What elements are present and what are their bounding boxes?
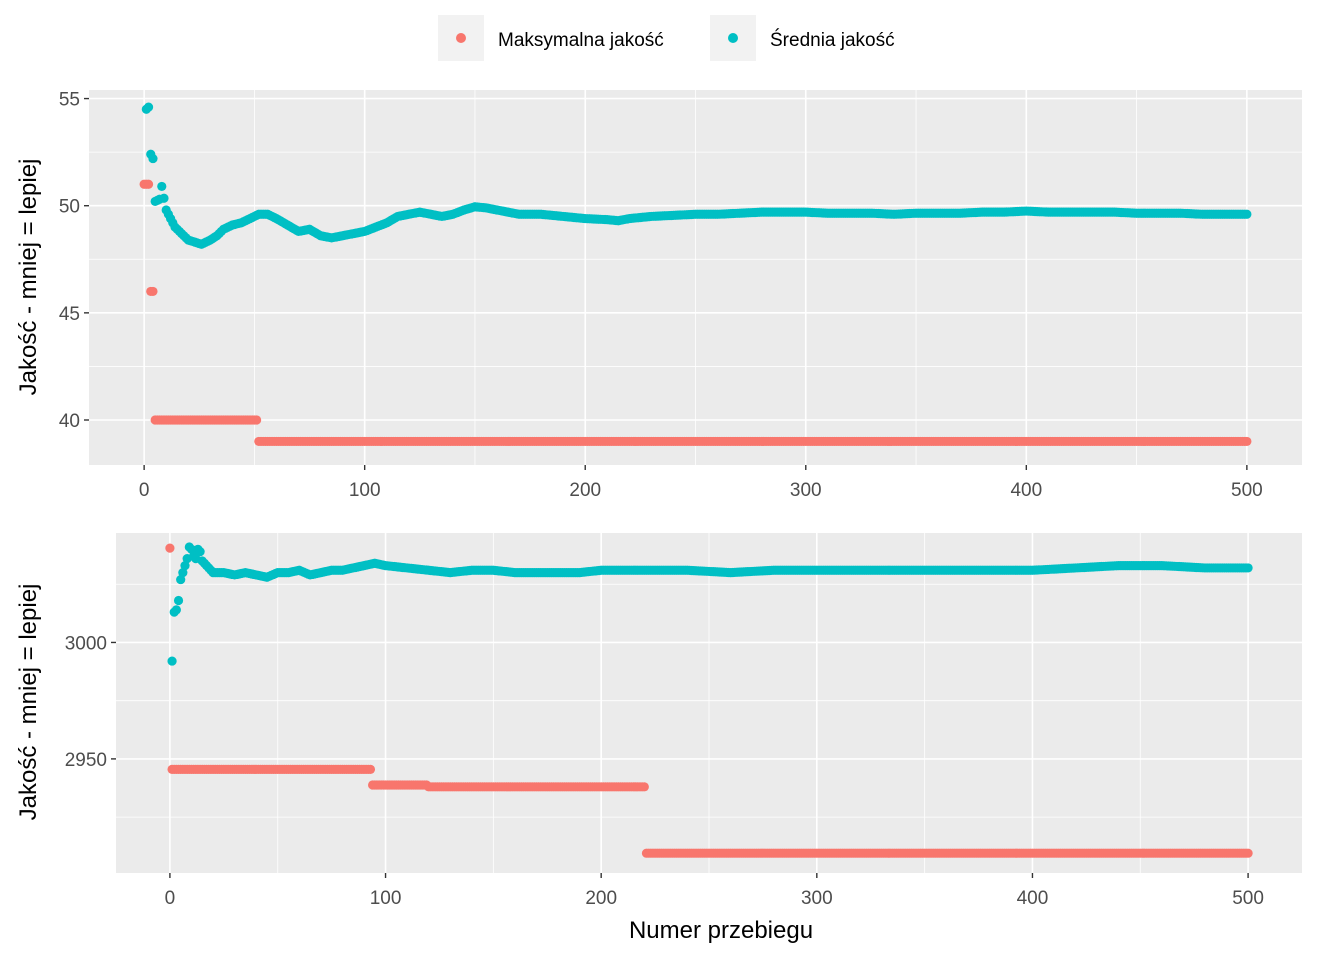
top-panel: 0 100 200 300 400 500 40 45 50 55 [59, 90, 1302, 501]
avg-quality-point [186, 544, 197, 554]
avg-quality-point [195, 547, 205, 557]
avg-quality-point [1243, 563, 1253, 573]
avg-quality-point [180, 561, 190, 571]
series-avg-quality [167, 542, 1253, 666]
max-quality-point [1243, 848, 1253, 858]
avg-quality-point [143, 102, 154, 112]
x-tick-label: 500 [1232, 888, 1264, 909]
avg-quality-point [159, 193, 169, 203]
legend-label-max: Maksymalna jakość [498, 30, 664, 51]
avg-quality-point [171, 605, 181, 615]
x-tick-label: 300 [801, 888, 833, 909]
y-tick-label: 2950 [65, 750, 107, 771]
legend-label-avg: Średnia jakość [770, 29, 895, 51]
max-quality-point [165, 543, 175, 553]
series-max-quality [139, 179, 1252, 447]
legend: Maksymalna jakość Średnia jakość [438, 15, 895, 61]
max-quality-point [252, 415, 262, 425]
max-quality-point [639, 782, 649, 792]
avg-quality-point [167, 656, 177, 666]
x-tick-label: 200 [585, 888, 617, 909]
y-tick-label: 45 [59, 304, 80, 325]
top-y-axis-title: Jakość - mniej = lepiej [15, 159, 42, 396]
bottom-panel: 0 100 200 300 400 500 2950 3000 [65, 533, 1302, 909]
y-tick-label: 55 [59, 90, 80, 111]
x-tick-label: 500 [1231, 480, 1263, 501]
x-tick-label: 300 [790, 480, 822, 501]
avg-quality-point [176, 574, 186, 585]
x-tick-label: 0 [139, 480, 150, 501]
series-max-quality [165, 543, 1253, 858]
max-quality-point [1242, 436, 1252, 447]
x-tick-label: 400 [1010, 480, 1042, 501]
x-axis-title: Numer przebiegu [629, 917, 813, 944]
max-quality-point [148, 286, 158, 297]
series-avg-quality [141, 102, 1252, 249]
y-tick-label: 40 [59, 411, 80, 432]
x-tick-label: 400 [1017, 888, 1049, 909]
avg-quality-point [148, 153, 158, 164]
legend-marker-avg [728, 33, 738, 43]
y-tick-label: 50 [59, 197, 80, 218]
legend-marker-max [456, 33, 466, 43]
avg-quality-point [1242, 209, 1252, 219]
x-tick-label: 0 [165, 888, 176, 909]
x-tick-label: 200 [569, 480, 601, 501]
x-tick-label: 100 [349, 480, 381, 501]
max-quality-point [365, 764, 376, 774]
max-quality-point [143, 179, 154, 189]
x-tick-label: 100 [370, 888, 402, 909]
y-tick-label: 3000 [65, 633, 107, 654]
avg-quality-point [173, 595, 184, 606]
bottom-y-axis-title: Jakość - mniej = lepiej [15, 584, 42, 821]
avg-quality-point [178, 567, 188, 578]
avg-quality-point [157, 181, 167, 192]
